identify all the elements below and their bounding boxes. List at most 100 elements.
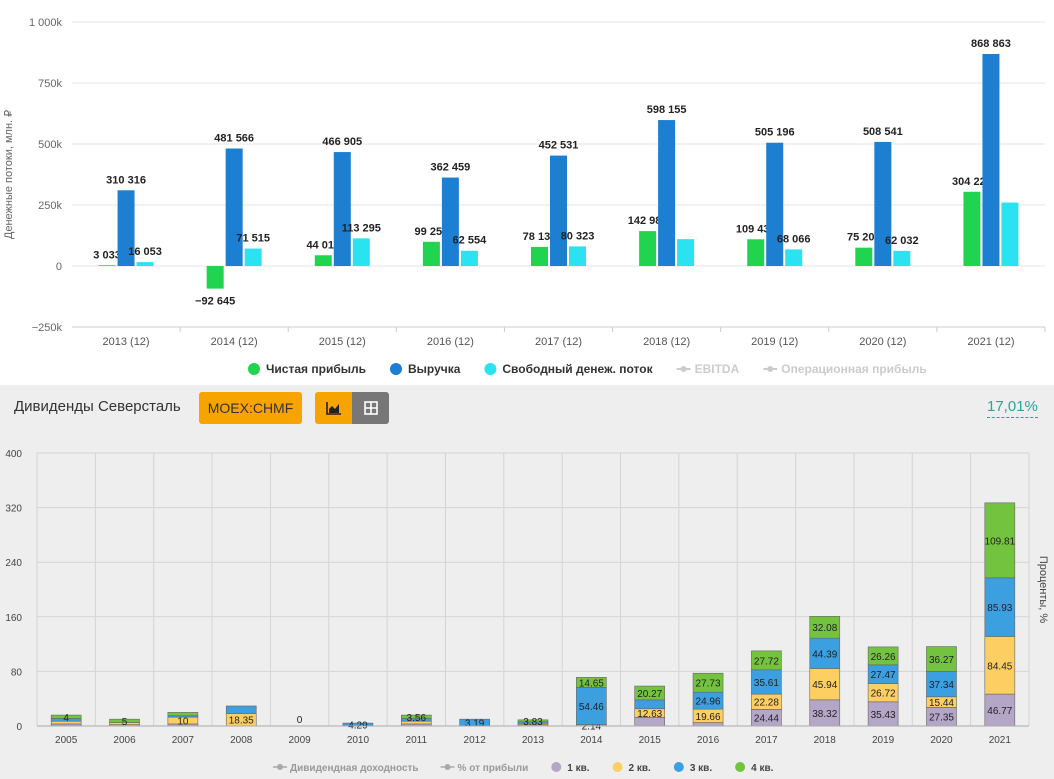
data-label: 2.14: [582, 721, 602, 732]
data-label: 32.08: [812, 623, 837, 634]
data-label: 27.35: [929, 713, 954, 724]
legend-marker: [389, 363, 402, 375]
cashflow-chart: −250k 0 250k 500k 750k 1 000k Денежные потоки,…: [3, 17, 1046, 376]
y-tick-label: 1 000k: [29, 17, 63, 29]
data-label: 5: [122, 717, 128, 728]
data-label: 54.46: [579, 702, 604, 713]
bar-Свободный денеж. поток: [352, 238, 370, 266]
bar-Чистая прибыль: [639, 231, 657, 266]
bar-3 кв.: [400, 718, 432, 722]
data-label: 99 253: [415, 226, 449, 238]
data-label: 3.19: [465, 719, 485, 730]
bar-2 кв.: [867, 683, 899, 703]
legend-item: Выручка: [408, 362, 461, 376]
data-label: 109 438: [736, 223, 776, 235]
bar-2 кв.: [634, 708, 666, 718]
bar-4 кв.: [167, 712, 199, 717]
data-label: 481 566: [214, 132, 254, 144]
page-title: Дивиденды Северсталь: [14, 398, 181, 415]
bar-Чистая прибыль: [314, 255, 332, 266]
bar-3 кв.: [984, 577, 1016, 637]
bar-1 кв.: [109, 724, 140, 727]
legend-item: EBITDA: [695, 362, 740, 376]
x-tick-label: 2020: [930, 735, 953, 746]
data-label: 44 019: [306, 239, 340, 251]
bar-Выручка: [874, 141, 892, 266]
bar-3 кв.: [167, 715, 199, 718]
data-label: 24.96: [696, 697, 721, 708]
x-tick-label: 2006: [113, 735, 136, 746]
bar-3 кв.: [342, 722, 374, 727]
ticker-button[interactable]: MOEX:CHMF: [199, 392, 302, 424]
x-tick-label: 2016 (12): [427, 336, 474, 348]
bar-Выручка: [333, 152, 351, 266]
legend-marker-dot: [680, 366, 687, 372]
legend-marker: [484, 363, 497, 375]
y-tick-label: 80: [11, 667, 23, 678]
legend-marker: [612, 762, 623, 772]
table-view-button[interactable]: [352, 392, 389, 424]
data-label: 19.66: [696, 712, 721, 723]
bar-4 кв.: [634, 685, 666, 701]
data-label: 35.61: [754, 678, 779, 689]
legend-marker: [735, 762, 746, 772]
x-tick-label: 2014: [580, 735, 603, 746]
data-label: 4: [63, 713, 69, 724]
bar-2 кв.: [751, 693, 782, 710]
bar-Выручка: [766, 142, 784, 266]
dividend-yield-link[interactable]: 17,01%: [987, 398, 1038, 418]
legend-marker-dot: [767, 366, 774, 372]
legend-item: 2 кв.: [629, 763, 651, 774]
data-label: 62 032: [885, 235, 919, 247]
chart-view-button[interactable]: [315, 392, 352, 424]
data-label: 35.43: [871, 710, 896, 721]
x-tick-label: 2021 (12): [967, 336, 1014, 348]
data-label: 78 132: [523, 231, 557, 243]
bar-2 кв.: [692, 708, 724, 723]
annotation-label: 0: [297, 715, 303, 726]
bar-3 кв.: [751, 669, 782, 695]
y-tick-label: 160: [5, 613, 22, 624]
data-label: 27.73: [696, 679, 721, 690]
legend-item: Операционная прибыль: [781, 362, 926, 376]
data-label: 18.35: [229, 716, 254, 727]
x-tick-label: 2015 (12): [319, 336, 366, 348]
data-label: 85.93: [987, 603, 1012, 614]
bar-4 кв.: [984, 502, 1016, 579]
bar-Свободный денеж. поток: [136, 262, 154, 266]
data-label: 598 155: [647, 104, 687, 116]
bar-Выручка: [117, 190, 135, 266]
bar-1 кв.: [692, 722, 724, 727]
area-chart-icon: [325, 402, 341, 415]
data-label: 84.45: [987, 661, 1012, 672]
x-tick-label: 2013 (12): [103, 336, 150, 348]
bar-3 кв.: [809, 637, 841, 669]
bar-1 кв.: [984, 693, 1016, 727]
data-label: 24.44: [754, 714, 779, 725]
bar-Чистая прибыль: [422, 241, 440, 266]
y-tick-label: −250k: [32, 322, 63, 334]
data-label: 14.65: [579, 678, 604, 689]
dividends-chart: 0 80 160 240 320 400 2005 4 2006 5 2007 10 2008 18.35…: [5, 449, 1049, 774]
bar-2 кв.: [167, 716, 199, 725]
bar-Свободный денеж. поток: [460, 250, 478, 266]
x-tick-label: 2019: [872, 735, 895, 746]
legend-marker: [673, 762, 684, 772]
bar-Чистая прибыль: [855, 247, 873, 266]
legend-marker: [248, 363, 260, 375]
bar-2 кв.: [809, 668, 841, 701]
x-tick-label: 2017 (12): [535, 336, 582, 348]
bar-2 кв.: [109, 722, 140, 725]
data-label: 505 196: [755, 127, 795, 139]
x-tick-label: 2014 (12): [211, 336, 258, 348]
dividends-panel: Дивиденды Северсталь MOEX:CHMF 17,01% 0 8…: [0, 385, 1054, 779]
bar-Выручка: [550, 155, 567, 266]
data-label: 46.77: [987, 706, 1012, 717]
bar-Чистая прибыль: [531, 246, 548, 266]
data-label: 10: [177, 717, 189, 728]
bar-1 кв.: [809, 699, 841, 727]
y-tick-label: 400: [5, 449, 22, 460]
y-tick-label: 0: [16, 722, 22, 733]
legend-marker: [551, 762, 562, 772]
bar-4 кв.: [109, 718, 140, 723]
